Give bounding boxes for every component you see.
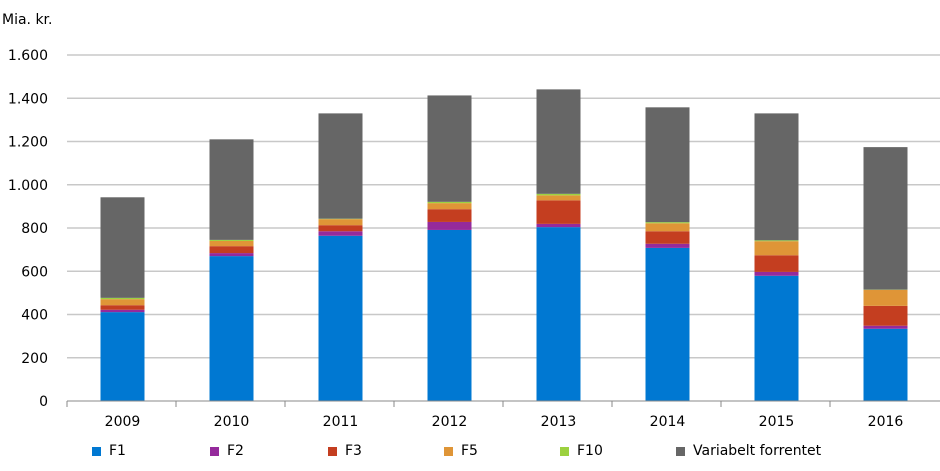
bar-segment-variabelt-forrentet (100, 197, 145, 298)
bar-segment-f5 (209, 240, 254, 247)
bar-segment-f5 (863, 289, 908, 306)
bar-segment-f5 (645, 223, 690, 232)
y-tick-label: 600 (21, 264, 48, 280)
bar-segment-f1 (645, 247, 690, 401)
bar-segment-f2 (863, 325, 908, 329)
y-tick-label: 400 (21, 308, 48, 324)
bar-segment-variabelt-forrentet (209, 139, 254, 240)
bar-segment-f3 (100, 305, 145, 310)
bar-segment-f1 (427, 229, 472, 401)
bar-segment-f10 (427, 201, 472, 204)
legend: F1 F2 F3 F5 F10 Variabelt forrentet (0, 443, 940, 463)
y-tick-label: 1.000 (8, 178, 48, 194)
legend-label: F10 (577, 443, 603, 459)
bar-segment-f3 (536, 200, 581, 224)
bar-segment-f1 (536, 227, 581, 401)
bar-segment-f10 (100, 297, 145, 300)
legend-item: Variabelt forrentet (676, 443, 821, 459)
legend-label: F5 (461, 443, 478, 459)
x-tick-label: 2016 (868, 414, 904, 430)
y-axis-label: Mia. kr. (2, 12, 52, 28)
bar-segment-f2 (645, 243, 690, 248)
legend-label: F3 (345, 443, 362, 459)
legend-swatch (328, 446, 337, 456)
bar-segment-f3 (754, 255, 799, 272)
x-tick-label: 2014 (650, 414, 686, 430)
legend-item: F3 (328, 443, 362, 459)
legend-label: F1 (109, 443, 126, 459)
bar-segment-f1 (863, 328, 908, 401)
bar-segment-variabelt-forrentet (645, 107, 690, 223)
legend-label: F2 (227, 443, 244, 459)
bar-segment-f5 (100, 299, 145, 306)
bar-segment-f10 (754, 240, 799, 242)
bar-segment-f3 (863, 305, 908, 326)
x-tick-label: 2012 (432, 414, 468, 430)
bar-segment-f1 (754, 275, 799, 401)
legend-swatch (210, 446, 219, 456)
legend-swatch (560, 446, 569, 456)
bar-segment-f3 (209, 246, 254, 254)
y-tick-label: 1.400 (8, 91, 48, 107)
x-tick-label: 2015 (759, 414, 795, 430)
x-tick-label: 2013 (541, 414, 577, 430)
y-tick-label: 1.600 (8, 48, 48, 64)
bar-segment-f10 (645, 222, 690, 224)
legend-swatch (444, 446, 453, 456)
bar-segment-f5 (318, 219, 363, 226)
bar-segment-variabelt-forrentet (863, 147, 908, 290)
x-tick-label: 2010 (214, 414, 250, 430)
legend-label: Variabelt forrentet (693, 443, 822, 459)
bar-segment-variabelt-forrentet (754, 113, 799, 241)
bar-segment-f2 (100, 309, 145, 313)
y-tick-label: 1.200 (8, 135, 48, 151)
x-tick-label: 2009 (105, 414, 141, 430)
bar-segment-variabelt-forrentet (536, 89, 581, 194)
bar-segment-variabelt-forrentet (427, 95, 472, 202)
legend-item: F10 (560, 443, 603, 459)
y-tick-label: 0 (39, 394, 48, 410)
bar-segment-f1 (318, 235, 363, 401)
y-tick-label: 800 (21, 221, 48, 237)
y-tick-label: 200 (21, 351, 48, 367)
bar-segment-f5 (536, 195, 581, 201)
bar-segment-f2 (318, 231, 363, 236)
bar-segment-f3 (427, 209, 472, 222)
bar-segment-f2 (209, 253, 254, 257)
legend-swatch (676, 446, 685, 456)
bar-segment-f10 (209, 239, 254, 241)
x-tick-label: 2011 (323, 414, 359, 430)
bar-segment-f10 (536, 193, 581, 196)
bar-segment-f3 (318, 225, 363, 232)
legend-item: F2 (210, 443, 244, 459)
bar-segment-f1 (209, 256, 254, 401)
bar-segment-f1 (100, 312, 145, 401)
legend-item: F1 (92, 443, 126, 459)
bar-segment-f5 (754, 241, 799, 256)
bar-segment-variabelt-forrentet (318, 113, 363, 219)
stacked-bar-chart: Mia. kr. 0 200 400 600 800 1.000 1.200 1.400 1.6… (2, 12, 940, 430)
legend-item: F5 (444, 443, 478, 459)
bar-segment-f5 (427, 203, 472, 210)
bar-segment-f2 (427, 221, 472, 230)
bar-segment-f2 (536, 223, 581, 228)
bar-segment-f3 (645, 231, 690, 244)
legend-swatch (92, 446, 101, 456)
bar-segment-f2 (754, 271, 799, 276)
